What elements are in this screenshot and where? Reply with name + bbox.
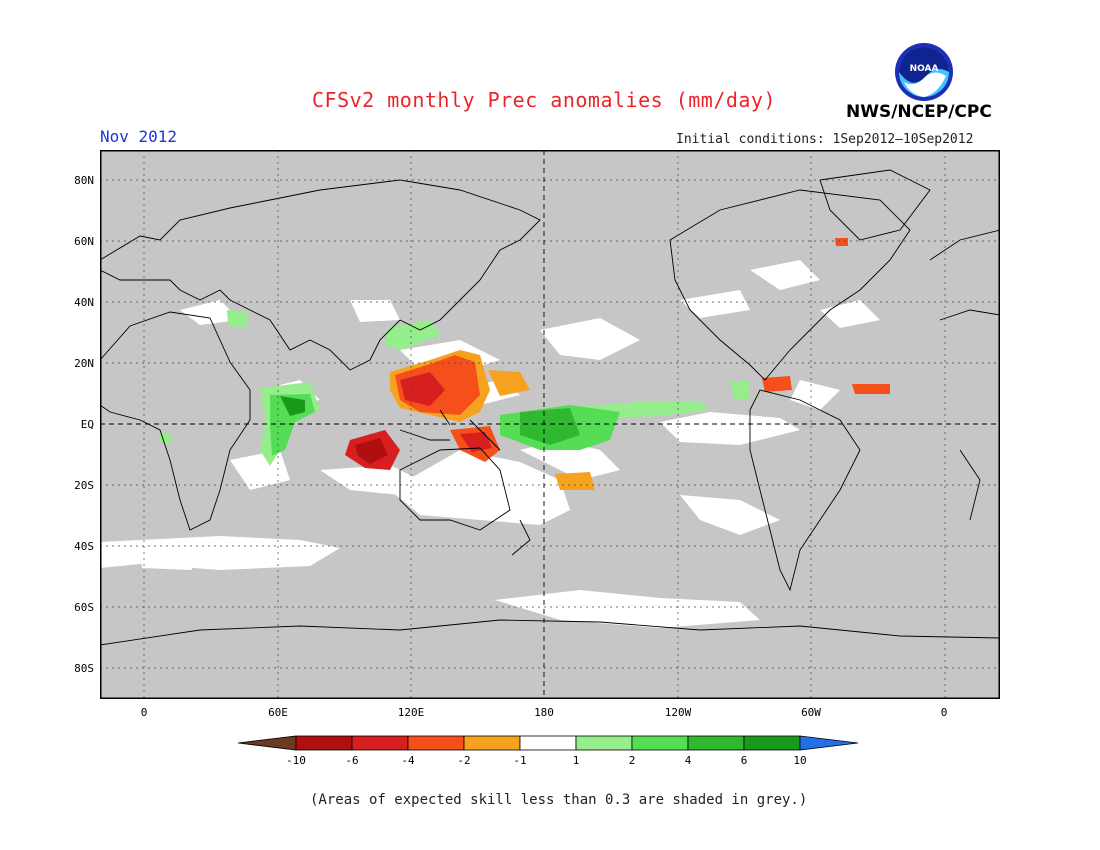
coastlines [100, 169, 1000, 646]
colorbar-segment [631, 735, 689, 751]
forecast-month: Nov 2012 [100, 127, 178, 146]
colorbar-label: 1 [572, 754, 580, 767]
map-frame [100, 150, 1000, 699]
colorbar-segment [407, 735, 465, 751]
lon-label: 60W [801, 706, 821, 719]
initial-conditions: Initial conditions: 1Sep2012—10Sep2012 [676, 132, 974, 147]
colorbar-label: -4 [401, 754, 415, 767]
colorbar-label: -2 [457, 754, 471, 767]
colorbar-segment [351, 735, 409, 751]
lon-label: 120E [397, 706, 425, 719]
logo-text: NOAA [910, 64, 939, 74]
lat-label: 80N [74, 174, 94, 187]
colorbar-segment [295, 735, 353, 751]
skill-footnote: (Areas of expected skill less than 0.3 a… [310, 792, 808, 808]
lat-label: 40S [74, 540, 94, 553]
lon-label: 0 [140, 706, 148, 719]
grid-lines [100, 150, 1000, 699]
precip-colorbar [238, 735, 859, 751]
green-wet-anomalies [160, 310, 750, 466]
lat-label: 60S [74, 601, 94, 614]
lon-label: 60E [268, 706, 288, 719]
colorbar-segment [463, 735, 521, 751]
lat-label: 80S [74, 662, 94, 675]
lat-label: 60N [74, 235, 94, 248]
colorbar-label: -1 [513, 754, 527, 767]
map-title: CFSv2 monthly Prec anomalies (mm/day) [312, 88, 777, 112]
lon-label: 180 [534, 706, 554, 719]
lat-label: 40N [74, 296, 94, 309]
colorbar-segment [519, 735, 577, 751]
lat-label: 20S [74, 479, 94, 492]
lon-label: 120W [664, 706, 692, 719]
colorbar-label: 2 [628, 754, 636, 767]
colorbar-label: 10 [793, 754, 807, 767]
colorbar-segment [687, 735, 745, 751]
colorbar-label: -6 [345, 754, 359, 767]
lat-label: EQ [80, 418, 94, 431]
lat-label: 20N [74, 357, 94, 370]
colorbar-label: -10 [286, 754, 306, 767]
agency-label: NWS/NCEP/CPC [846, 102, 992, 122]
colorbar-arrow-low [238, 735, 297, 751]
precipitation-anomaly-map [100, 150, 1000, 699]
colorbar-label: 6 [740, 754, 748, 767]
colorbar-arrow-high [799, 735, 859, 751]
colorbar-label: 4 [684, 754, 692, 767]
colorbar-segment [743, 735, 801, 751]
noaa-logo: NOAA [895, 43, 953, 101]
lon-label: 0 [940, 706, 948, 719]
colorbar-segment [575, 735, 633, 751]
